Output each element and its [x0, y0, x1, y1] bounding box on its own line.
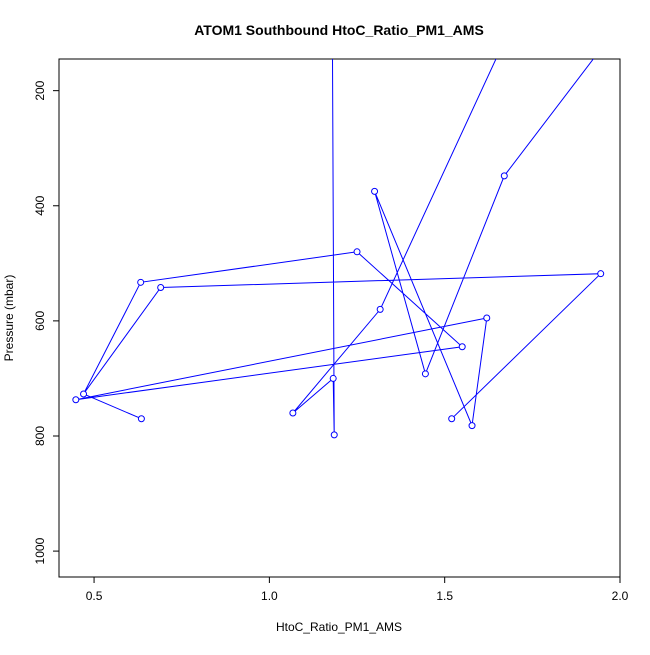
- data-point: [330, 431, 338, 439]
- data-point: [468, 422, 476, 430]
- data-point: [597, 270, 605, 278]
- plot-frame: [58, 58, 621, 578]
- data-point: [289, 409, 297, 417]
- y-axis: 200 400 600 800 1000: [33, 80, 59, 564]
- x-tick-label: 0.5: [86, 589, 103, 603]
- data-point: [157, 283, 165, 291]
- data-point: [371, 187, 379, 195]
- data-point: [329, 374, 337, 382]
- data-point: [137, 415, 145, 423]
- x-axis-label: HtoC_Ratio_PM1_AMS: [276, 620, 402, 634]
- data-point: [353, 248, 361, 256]
- x-tick-label: 1.5: [436, 589, 453, 603]
- data-point: [421, 370, 429, 378]
- y-axis-label: Pressure (mbar): [2, 275, 16, 362]
- x-tick-label: 2.0: [612, 589, 629, 603]
- y-tick-label: 1000: [33, 537, 47, 564]
- y-tick-label: 800: [33, 426, 47, 446]
- data-point: [80, 390, 88, 398]
- series-line: [75, 59, 602, 435]
- series-layer: [72, 59, 605, 439]
- y-tick-label: 400: [33, 195, 47, 215]
- data-point: [376, 305, 384, 313]
- data-point: [137, 278, 145, 286]
- data-point: [72, 396, 80, 404]
- x-tick-label: 1.0: [261, 589, 278, 603]
- x-axis: 0.5 1.0 1.5 2.0: [86, 577, 629, 603]
- y-tick-label: 600: [33, 311, 47, 331]
- y-tick-label: 200: [33, 80, 47, 100]
- data-point: [458, 343, 466, 351]
- data-point: [448, 415, 456, 423]
- data-point: [483, 314, 491, 322]
- chart-title: ATOM1 Southbound HtoC_Ratio_PM1_AMS: [194, 22, 484, 38]
- data-point: [500, 172, 508, 180]
- series-segment: [83, 393, 142, 420]
